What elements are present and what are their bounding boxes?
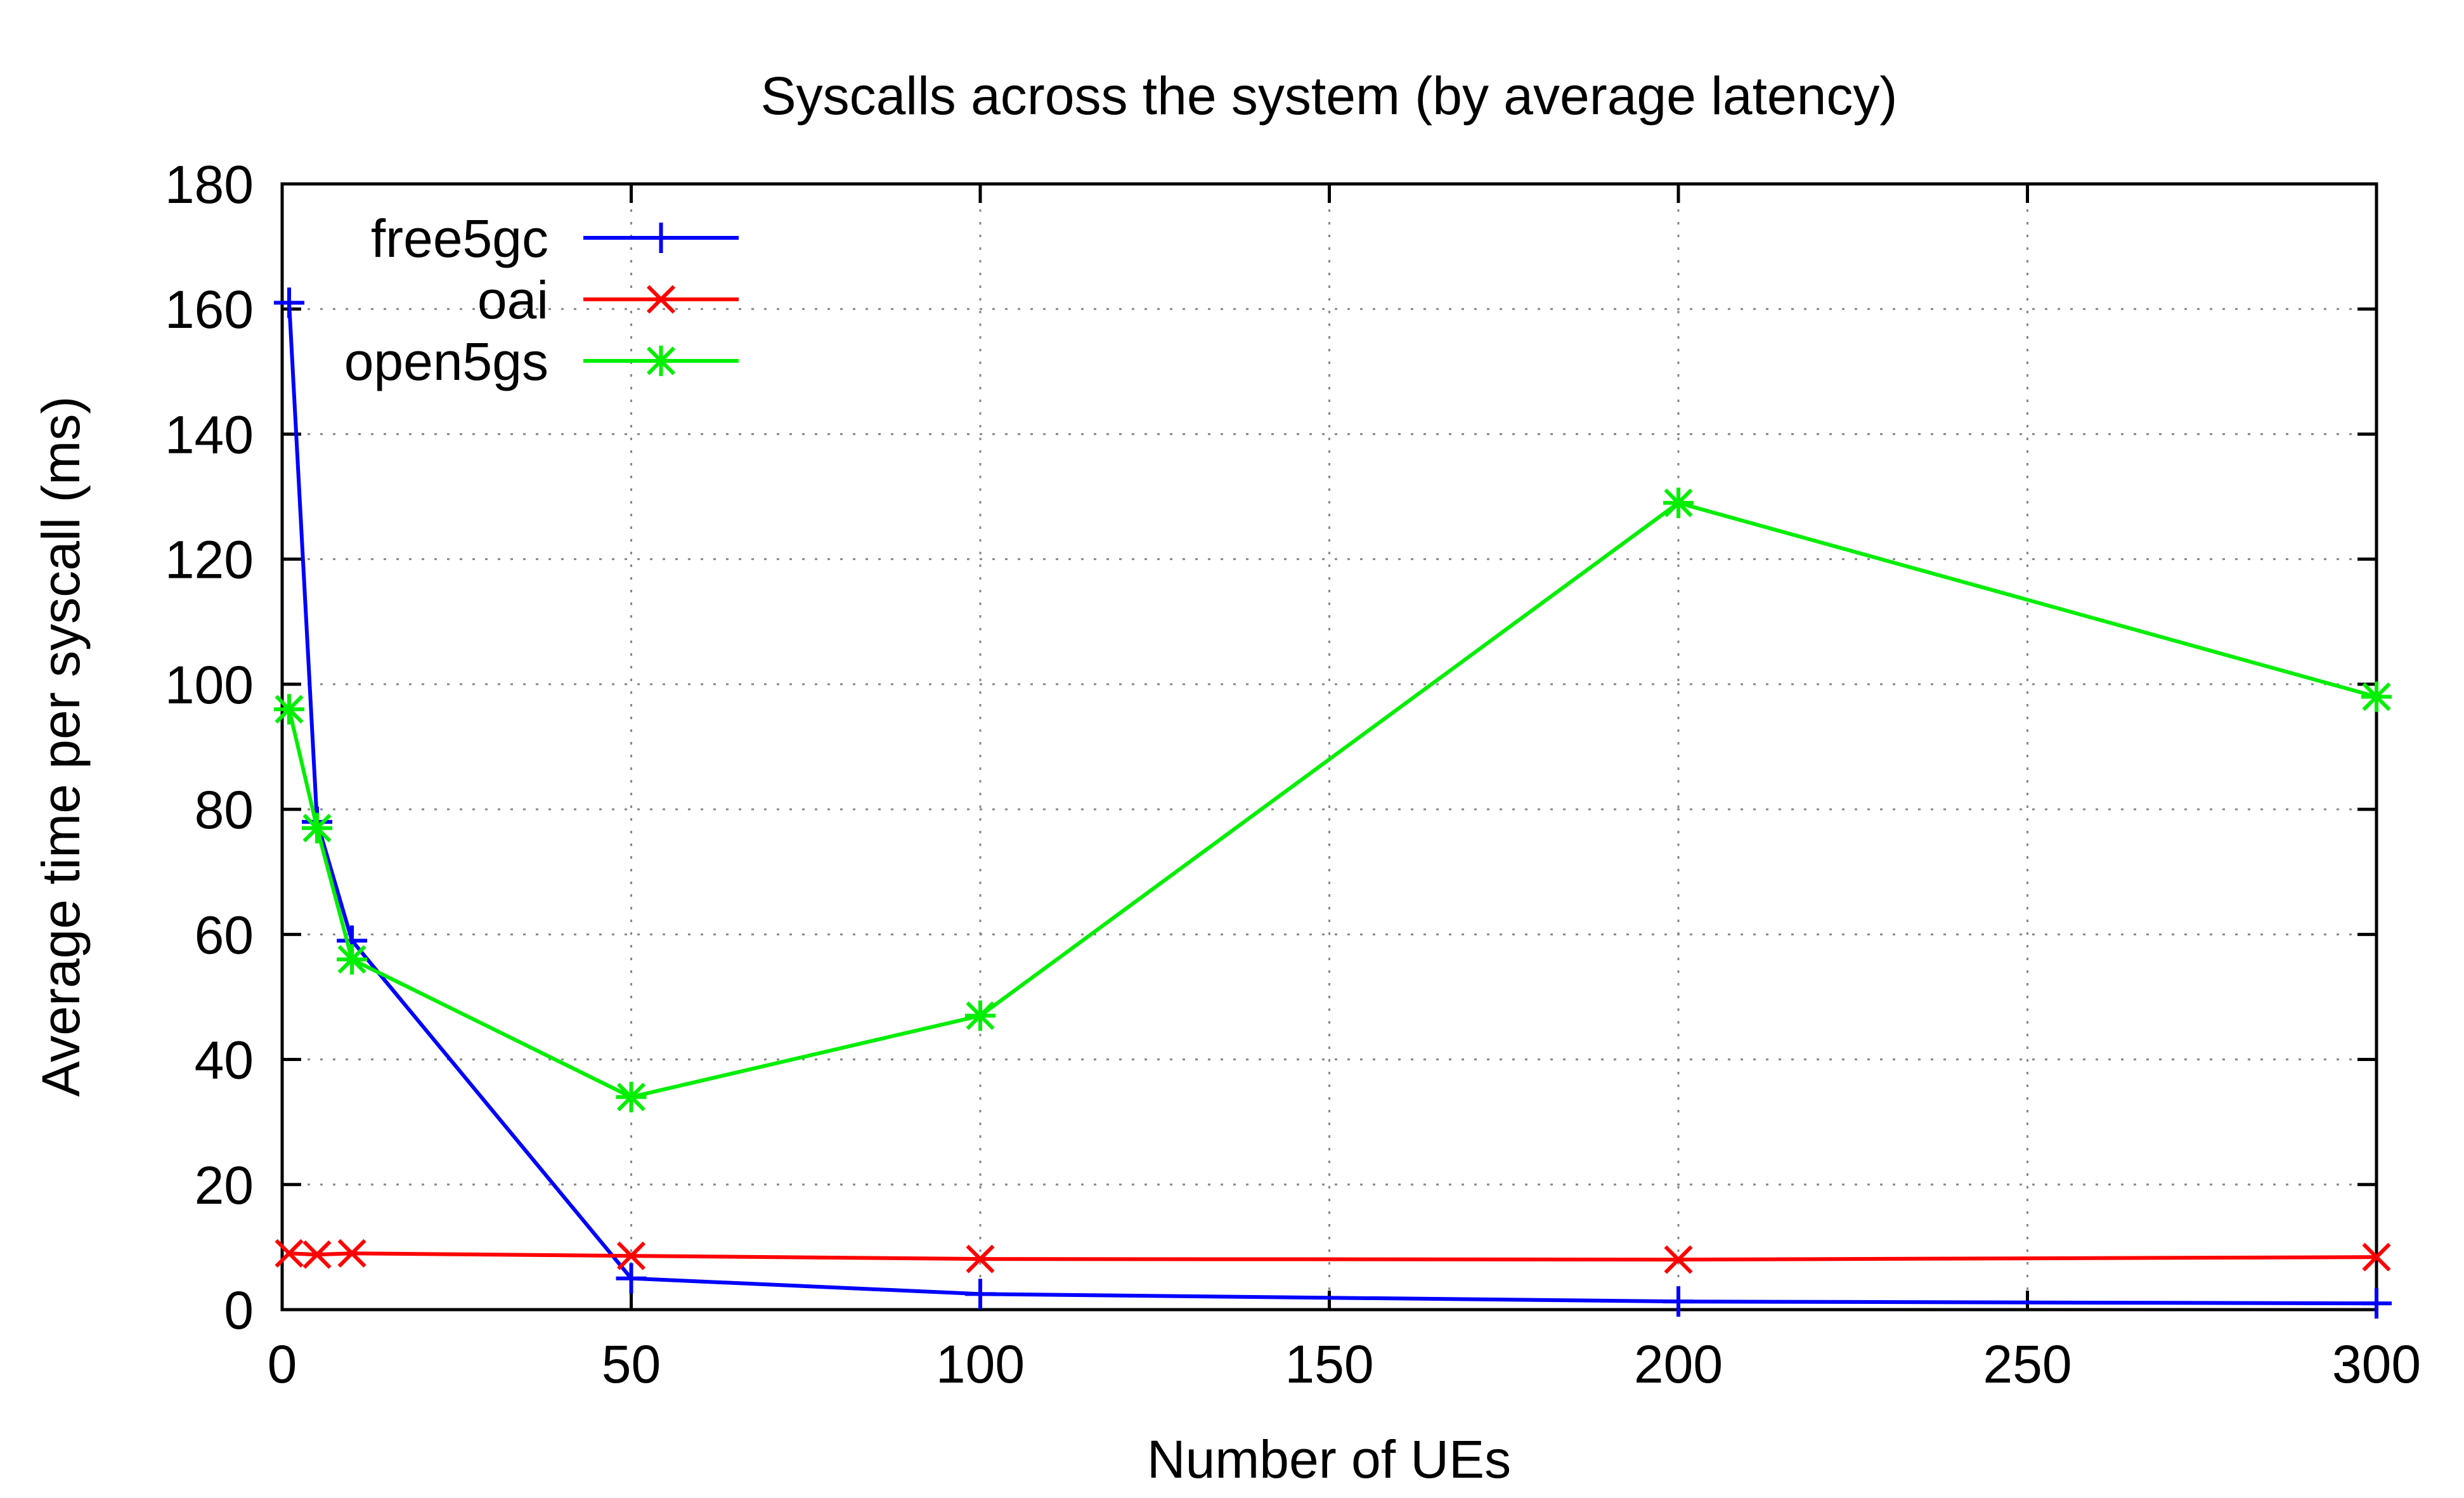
legend-marker-open5gs	[645, 346, 677, 376]
free5gc-point	[274, 287, 305, 318]
open5gs-point	[337, 944, 368, 975]
open5gs-point	[2361, 681, 2392, 712]
open5gs-point	[965, 1000, 995, 1031]
open5gs-point	[616, 1081, 647, 1112]
open5gs-line	[287, 500, 2377, 1099]
y-axis-label: Average time per syscall (ms)	[31, 396, 91, 1097]
free5gc-point	[2361, 1288, 2392, 1319]
oai-point	[302, 1240, 332, 1269]
x-tick-label: 0	[268, 1334, 297, 1394]
oai-line	[289, 1251, 2377, 1262]
x-tick-label: 300	[2332, 1334, 2421, 1394]
free5gc-line	[287, 303, 2377, 1306]
y-tick-label: 100	[165, 655, 254, 715]
x-tick-label: 150	[1285, 1334, 1373, 1394]
y-tick-label: 120	[165, 530, 254, 590]
x-axis-label: Number of UEs	[1147, 1430, 1511, 1489]
grid-lines	[282, 184, 2376, 1310]
y-tick-label: 60	[195, 905, 254, 965]
y-tick-label: 180	[165, 155, 254, 214]
oai-point	[966, 1244, 995, 1273]
legend-label-open5gs: open5gs	[344, 332, 548, 391]
y-tick-label: 0	[224, 1280, 254, 1340]
oai-point	[2362, 1242, 2391, 1272]
axis-ticks: 0 50 100 150 200 250 300 0 20 40 60 80 100 120 140 160 1…	[165, 155, 2421, 1394]
chart-title: Syscalls across the system (by average l…	[761, 66, 1898, 126]
plot-frame	[280, 182, 2378, 1312]
legend-label-free5gc: free5gc	[371, 209, 548, 268]
series-layer	[274, 287, 2392, 1319]
y-tick-label: 40	[195, 1031, 254, 1090]
x-tick-label: 100	[936, 1334, 1025, 1394]
y-tick-label: 20	[195, 1156, 254, 1215]
y-tick-label: 160	[165, 280, 254, 339]
open5gs-point	[302, 812, 333, 843]
legend-marker-free5gc	[645, 223, 677, 253]
y-tick-label: 80	[195, 780, 254, 840]
oai-point	[1664, 1245, 1693, 1274]
oai-point	[616, 1241, 646, 1270]
free5gc-point	[965, 1279, 995, 1310]
x-tick-label: 200	[1634, 1334, 1723, 1394]
x-tick-label: 50	[602, 1334, 661, 1394]
y-tick-label: 140	[165, 405, 254, 464]
open5gs-point	[1663, 487, 1694, 518]
free5gc-point	[616, 1263, 647, 1294]
open5gs-point	[274, 694, 305, 725]
x-tick-label: 250	[1983, 1334, 2072, 1394]
free5gc-point	[1663, 1286, 1694, 1317]
oai-point	[275, 1239, 304, 1268]
legend-label-oai: oai	[477, 270, 548, 330]
legend-marker-oai	[646, 285, 676, 314]
oai-point	[337, 1239, 366, 1268]
